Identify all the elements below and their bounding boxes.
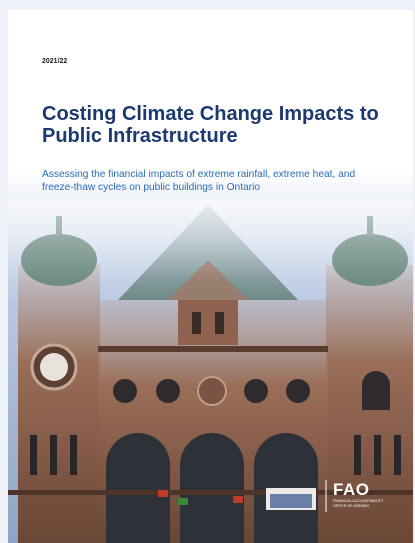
building-illustration xyxy=(8,10,413,543)
logo-name: FAO xyxy=(333,481,383,499)
fao-logo: FAO FINANCIAL ACCOUNTABILITY OFFICE OF O… xyxy=(333,481,383,509)
report-title: Costing Climate Change Impacts to Public… xyxy=(42,103,392,147)
report-cover: 2021/22 Costing Climate Change Impacts t… xyxy=(8,10,413,543)
report-year: 2021/22 xyxy=(42,58,67,65)
page: 2021/22 Costing Climate Change Impacts t… xyxy=(0,0,415,543)
logo-org: OFFICE OF ONTARIO xyxy=(333,504,383,509)
report-subtitle: Assessing the financial impacts of extre… xyxy=(42,168,382,194)
